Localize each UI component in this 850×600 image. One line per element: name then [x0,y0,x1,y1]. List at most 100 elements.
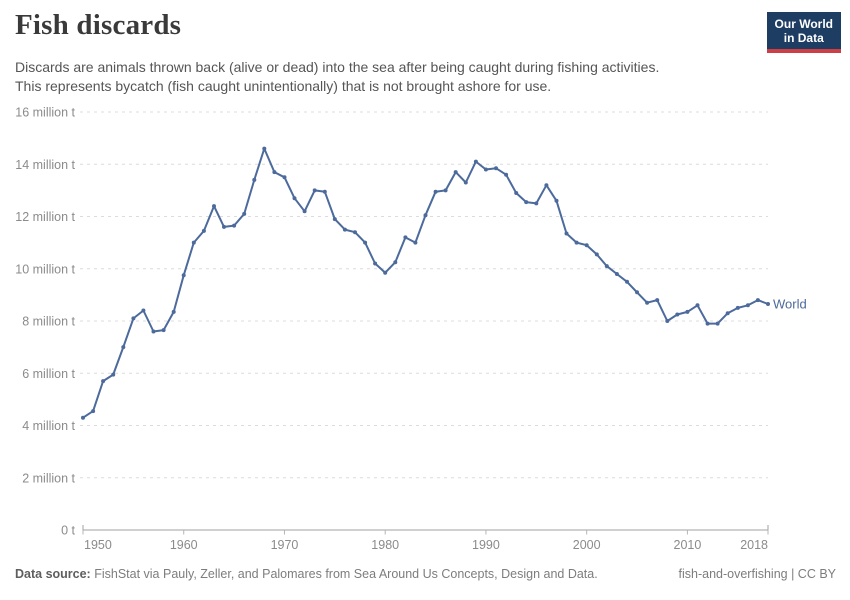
data-point [655,298,660,303]
data-point [544,183,549,188]
y-axis-tick-label: 2 million t [22,471,75,485]
y-axis-tick-label: 10 million t [15,262,75,276]
data-point [232,223,237,228]
data-point [524,200,529,205]
data-point [212,204,216,209]
data-point [81,415,85,420]
data-point [242,211,247,216]
data-point [373,261,378,266]
owid-logo-line-1: Our World [774,17,833,31]
x-axis-tick-label: 1950 [84,538,112,552]
data-point [534,201,539,206]
data-point [715,321,720,326]
data-point [494,166,498,171]
data-point [755,298,760,303]
y-axis-tick-label: 14 million t [15,158,75,172]
data-point [222,224,226,229]
data-point [675,312,680,317]
data-line-world [82,147,769,419]
data-point [131,316,136,321]
data-source-text: FishStat via Pauly, Zeller, and Palomare… [90,567,598,581]
data-point [141,308,146,313]
data-source-label: Data source: [15,567,91,581]
data-point [151,329,156,334]
data-point [625,279,629,284]
data-point [725,311,730,316]
data-point [665,319,670,323]
data-point [282,175,287,180]
data-point [191,240,196,245]
y-axis-tick-label: 0 t [61,524,75,538]
data-point [504,172,509,177]
data-point [111,372,116,377]
data-point [705,321,710,326]
data-point [685,309,690,314]
data-point [574,240,579,245]
data-point [363,240,368,245]
data-point [101,379,106,384]
data-point [564,231,569,236]
data-point [433,189,438,194]
owid-logo-line-2: in Data [783,31,824,45]
x-axis-tick-label: 1980 [371,538,399,552]
subtitle-line-2: This represents bycatch (fish caught uni… [15,78,552,94]
data-point [262,146,267,151]
y-axis-tick-label: 6 million t [22,367,75,381]
data-point [594,252,599,257]
data-point [645,300,650,305]
subtitle-line-1: Discards are animals thrown back (alive … [15,59,660,75]
chart-subtitle: Discards are animals thrown back (alive … [15,58,659,96]
x-axis-tick-label: 2000 [573,538,601,552]
page-title: Fish discards [15,9,182,41]
y-axis-tick-label: 4 million t [22,419,75,433]
data-source-note: Data source: FishStat via Pauly, Zeller,… [15,567,598,581]
data-point [252,177,257,182]
data-point [614,272,619,276]
x-axis-tick-label: 1960 [170,538,198,552]
data-point [91,409,96,414]
data-point [403,235,408,240]
y-axis-tick-label: 16 million t [15,106,75,120]
data-point [302,209,307,214]
data-point [332,217,337,222]
data-point [383,270,388,275]
data-point [735,305,740,310]
data-point [554,198,559,203]
data-point [322,189,327,194]
data-point [312,188,317,193]
data-point [181,273,186,278]
x-axis-tick-label: 1970 [271,538,299,552]
data-point [342,227,347,232]
data-point [272,170,277,175]
data-point [353,230,357,235]
data-point [473,159,478,164]
data-point [393,260,398,265]
data-point [121,345,126,350]
data-point [463,180,468,185]
data-point [171,309,176,314]
owid-logo: Our World in Data [766,12,841,53]
x-axis-tick-label: 2018 [740,538,768,552]
chart-footer: Data source: FishStat via Pauly, Zeller,… [15,567,836,581]
y-axis-tick-label: 8 million t [22,315,75,329]
data-point [635,290,639,295]
series-label-world: World [773,297,807,312]
x-axis-tick-label: 2010 [674,538,702,552]
x-axis-tick-label: 1990 [472,538,500,552]
data-point [443,188,448,193]
data-point [604,264,609,269]
data-point [695,303,700,308]
data-point [766,302,770,306]
data-point [584,243,589,248]
data-point [161,328,166,333]
license-note: fish-and-overfishing | CC BY [678,567,836,581]
data-point [514,191,519,195]
data-point [423,213,428,218]
data-point [745,303,750,308]
data-point [201,228,206,233]
data-point [292,196,297,201]
data-point [483,167,488,172]
data-point [453,170,458,175]
